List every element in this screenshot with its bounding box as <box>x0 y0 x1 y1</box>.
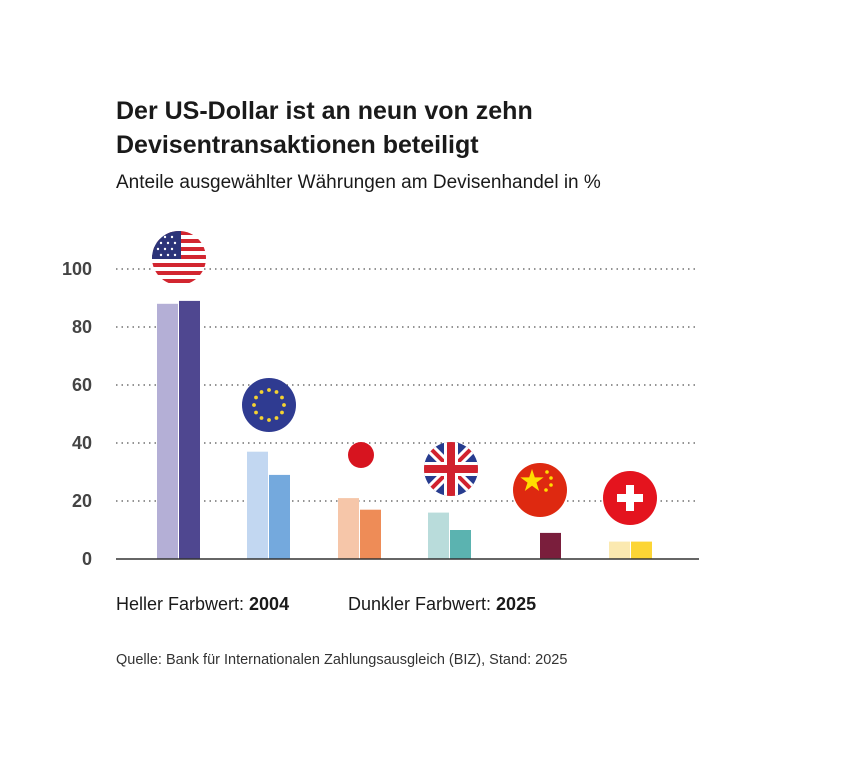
bar-gbp-2004 <box>428 512 449 559</box>
legend-light: Heller Farbwert: 2004 <box>116 594 289 615</box>
legend-dark-label: Dunkler Farbwert: <box>348 594 497 614</box>
bar-gbp-2025 <box>450 530 471 559</box>
chart-title-line-1: Der US-Dollar ist an neun von zehn <box>116 97 533 125</box>
bar-chf-2025 <box>631 541 652 559</box>
y-tick-label: 0 <box>82 549 92 569</box>
gridlines <box>116 268 699 502</box>
eu-star-icon <box>259 416 264 420</box>
y-tick-label: 40 <box>72 433 92 453</box>
eu-star-icon <box>254 395 258 400</box>
eu-star-icon <box>280 395 284 400</box>
bar-jpy-2004 <box>338 498 359 559</box>
bars <box>157 300 652 559</box>
legend-dark: Dunkler Farbwert: 2025 <box>348 594 536 615</box>
eu-star-icon <box>282 403 286 407</box>
china-flag-icon <box>513 463 567 517</box>
us-flag-icon <box>152 231 206 285</box>
y-tick-label: 20 <box>72 491 92 511</box>
bar-eur-2025 <box>269 474 290 559</box>
bar-usd-2004 <box>157 303 178 559</box>
eu-star-icon <box>280 410 284 415</box>
eu-star-icon <box>267 388 271 392</box>
eu-star-icon <box>267 418 271 422</box>
y-tick-label: 60 <box>72 375 92 395</box>
legend-light-label: Heller Farbwert: <box>116 594 250 614</box>
switzerland-flag-icon <box>603 471 657 525</box>
bar-cny-2025 <box>540 532 561 559</box>
uk-flag-icon <box>424 442 478 496</box>
bar-eur-2004 <box>247 451 268 559</box>
eu-star-icon <box>254 410 258 415</box>
y-tick-label: 80 <box>72 317 92 337</box>
eu-star-icon <box>252 403 256 407</box>
source-note: Quelle: Bank für Internationalen Zahlung… <box>116 652 568 668</box>
bar-jpy-2025 <box>360 509 381 559</box>
eu-star-icon <box>274 416 279 420</box>
japan-flag-icon <box>348 442 374 468</box>
bar-chf-2004 <box>609 541 630 559</box>
y-tick-label: 100 <box>62 259 92 279</box>
eu-star-icon <box>274 390 279 394</box>
y-axis-ticks: 0 20 40 60 80 100 <box>62 259 92 569</box>
legend-dark-year: 2025 <box>496 594 537 614</box>
bar-usd-2025 <box>179 300 200 559</box>
chart-subtitle: Anteile ausgewählter Währungen am Devise… <box>116 172 601 193</box>
eu-flag-icon <box>242 378 296 432</box>
chart-title-line-2: Devisentransaktionen beteiligt <box>116 131 479 159</box>
eu-star-icon <box>259 390 264 394</box>
chart-title: Der US-Dollar ist an neun von zehn Devis… <box>116 94 756 162</box>
legend-light-year: 2004 <box>249 594 290 614</box>
